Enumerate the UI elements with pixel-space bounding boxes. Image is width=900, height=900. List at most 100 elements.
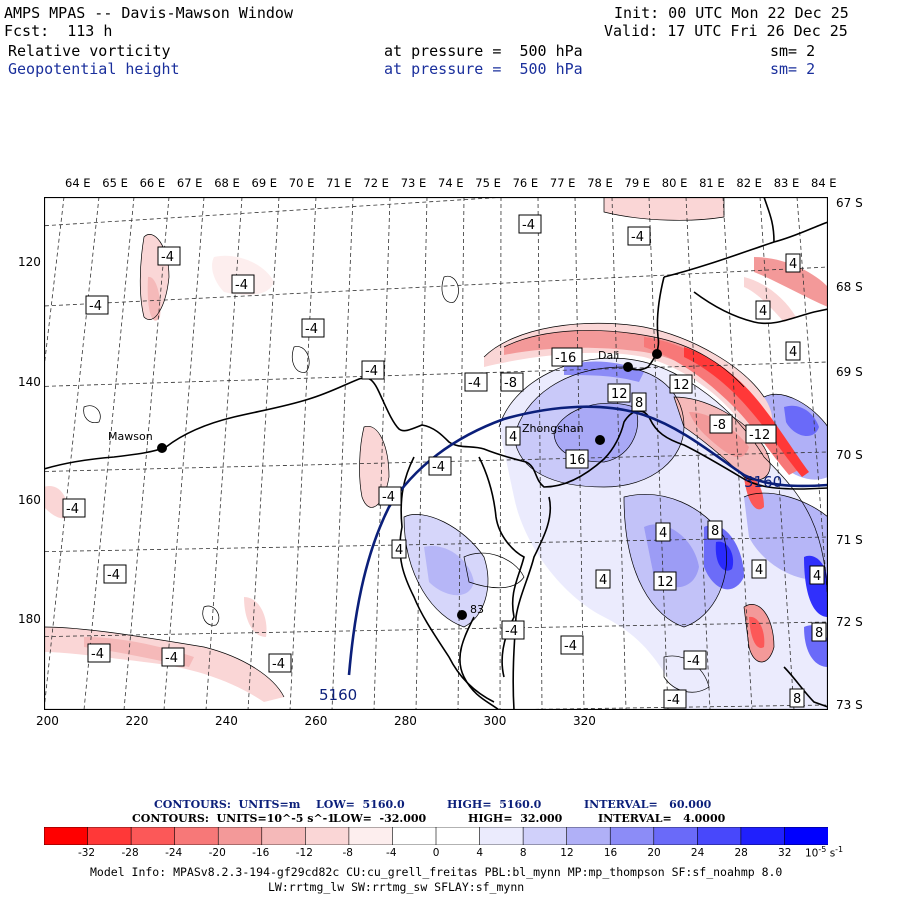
longitude-label: 80 E — [661, 176, 688, 190]
longitude-label: 69 E — [251, 176, 278, 190]
longitude-label: 71 E — [326, 176, 352, 190]
vorticity-contour-low: LOW= -32.000 — [333, 812, 427, 825]
contour-label: -4 — [107, 568, 120, 583]
height-contour-label: 5160 — [319, 686, 357, 704]
longitude-label: 70 E — [288, 176, 315, 190]
contour-label: -4 — [305, 322, 318, 337]
longitude-label: 81 E — [699, 176, 725, 190]
contour-label: 4 — [759, 304, 767, 319]
station-dot — [157, 443, 167, 453]
x-tick-label: 320 — [573, 714, 596, 728]
longitude-label: 75 E — [475, 176, 501, 190]
contour-label-box — [505, 426, 521, 446]
contour-label-box — [745, 424, 777, 444]
contour-label: -4 — [91, 647, 104, 662]
contour-label: 4 — [813, 569, 821, 584]
init-time: Init: 00 UTC Mon 22 Dec 25 — [614, 4, 849, 22]
vorticity-contours — [44, 197, 828, 698]
contour-label: -4 — [165, 651, 178, 666]
colorbar-segment — [87, 827, 132, 845]
contour-label-box — [87, 643, 111, 663]
contour-label: 12 — [657, 575, 674, 590]
station-dot — [595, 435, 605, 445]
contour-label: -4 — [382, 490, 395, 505]
colorbar-segment — [174, 827, 220, 845]
colorbar-tick-label: 4 — [476, 847, 484, 859]
contour-label-box — [669, 374, 693, 394]
longitude-label: 78 E — [587, 176, 613, 190]
colorbar-tick-label: 12 — [560, 847, 574, 859]
station-name: Zhongshan — [522, 422, 584, 435]
longitude-label: 66 E — [139, 176, 166, 190]
colorbar-tick-label: -4 — [386, 847, 397, 859]
map-frame — [44, 197, 828, 710]
colorbar-segment — [522, 827, 568, 845]
longitude-label: 74 E — [438, 176, 464, 190]
contour-label-box — [161, 647, 185, 667]
x-tick-label: 240 — [215, 714, 238, 728]
longitude-label: 73 E — [400, 176, 427, 190]
colorbar-tick-label: 16 — [603, 847, 618, 859]
contour-label: 8 — [635, 396, 643, 411]
colorbar-segment — [784, 827, 828, 845]
contour-label: 4 — [789, 345, 797, 360]
longitude-label: 72 E — [363, 176, 389, 190]
contour-label: -12 — [749, 428, 770, 443]
colorbar-tick-label: -20 — [208, 847, 226, 859]
colorbar-tick-label: -32 — [77, 847, 96, 859]
latitude-label: 68 S — [836, 280, 863, 294]
contour-label-box — [707, 520, 723, 540]
contour-label-box — [361, 360, 385, 380]
height-contour-units: CONTOURS: UNITS=m — [154, 798, 301, 811]
field2-name: Geopotential height — [8, 60, 180, 78]
longitude-label: 83 E — [773, 176, 800, 190]
station-name: Dali — [598, 349, 619, 362]
height-contour-low: LOW= 5160.0 — [316, 798, 405, 811]
contour-label-box — [785, 253, 801, 273]
colorbar-tick-label: -8 — [342, 847, 353, 859]
vorticity-map: Mawson Zhongshan Dali -4 -4 -4 -4 -4 -4 -4 -4 -4 -4… — [44, 197, 828, 710]
contour-label-box — [811, 622, 827, 642]
contour-label: -4 — [66, 502, 79, 517]
vorticity-contour-high: HIGH= 32.000 — [468, 812, 563, 825]
height-contour-interval: INTERVAL= 60.000 — [584, 798, 712, 811]
contour-label: -16 — [555, 351, 576, 366]
station-name: Mawson — [108, 430, 153, 443]
contour-label: -4 — [522, 218, 535, 233]
contour-label: -4 — [161, 250, 174, 265]
latitude-label: 67 S — [836, 196, 863, 210]
x-tick-label: 200 — [36, 714, 59, 728]
colorbar — [44, 827, 828, 845]
contour-label-box — [751, 559, 767, 579]
contour-label: -4 — [631, 230, 644, 245]
plot-title: AMPS MPAS -- Davis-Mawson Window — [4, 4, 293, 22]
contour-label-box — [627, 226, 651, 246]
field2-level: at pressure = 500 hPa — [384, 60, 583, 78]
colorbar-tick-label: 0 — [432, 847, 440, 859]
contour-label: -4 — [687, 654, 700, 669]
colorbar-segment — [261, 827, 307, 845]
contour-label-box — [518, 214, 542, 234]
contour-label-box — [551, 347, 583, 367]
colorbar-segment — [217, 827, 263, 845]
colorbar-tick-label: 24 — [690, 847, 705, 859]
contour-label-box — [268, 653, 292, 673]
vorticity-contour-interval: INTERVAL= 4.0000 — [598, 812, 726, 825]
contour-label-box — [663, 689, 687, 709]
contour-label-box — [709, 414, 733, 434]
colorbar-segment — [348, 827, 394, 845]
latitude-label: 71 S — [836, 533, 863, 547]
contour-label: 4 — [599, 573, 607, 588]
contour-label-box — [391, 539, 407, 559]
field2-smoothing: sm= 2 — [770, 60, 816, 78]
height-contour-high: HIGH= 5160.0 — [447, 798, 542, 811]
valid-time: Valid: 17 UTC Fri 26 Dec 25 — [604, 22, 848, 40]
latitude-label: 70 S — [836, 448, 863, 462]
station-label-83: 83 — [470, 603, 484, 616]
colorbar-segment — [305, 827, 350, 845]
colorbar-segment — [566, 827, 612, 845]
contour-label-box — [378, 486, 402, 506]
longitude-label: 76 E — [512, 176, 539, 190]
y-tick-label: 180 — [18, 612, 41, 626]
colorbar-tick-label: -24 — [165, 847, 183, 859]
